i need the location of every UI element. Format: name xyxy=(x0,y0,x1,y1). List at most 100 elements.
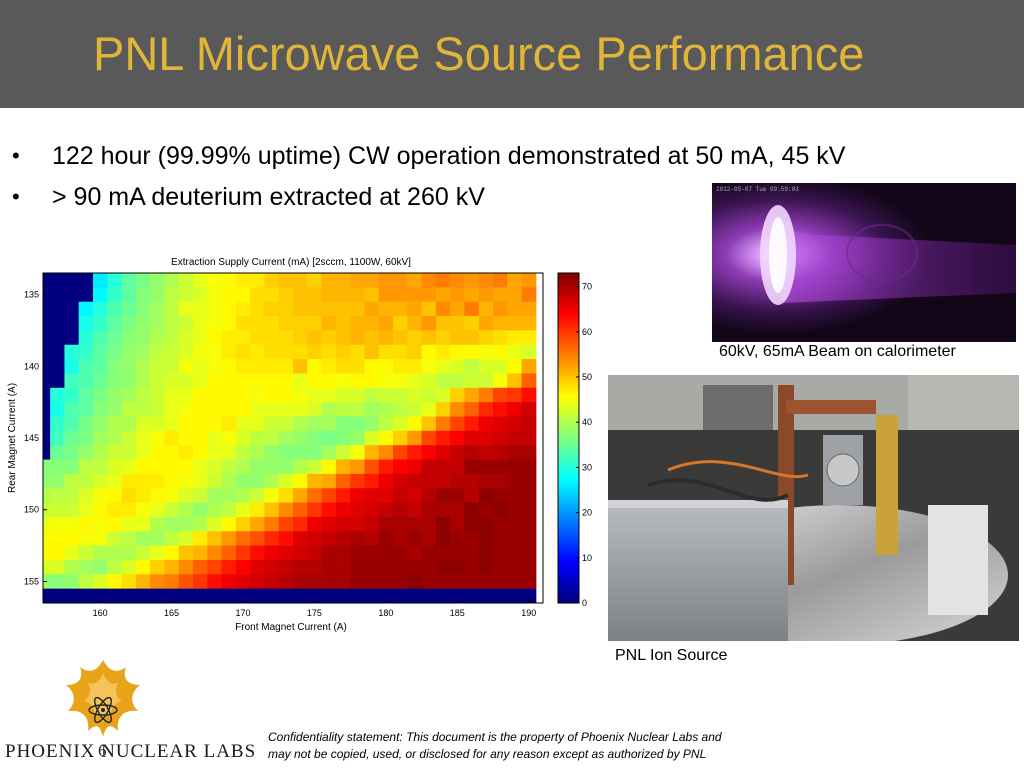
heatmap-cell xyxy=(464,287,480,303)
heatmap-cell xyxy=(507,459,523,475)
heatmap-cell xyxy=(393,588,408,604)
heatmap-cell xyxy=(507,574,523,590)
heatmap-cell xyxy=(278,459,294,475)
heatmap-cell xyxy=(193,373,208,389)
heatmap-cell xyxy=(50,287,65,303)
heatmap-cell xyxy=(493,387,508,403)
heatmap-cell xyxy=(50,387,65,403)
heatmap-cell xyxy=(450,330,465,346)
heatmap-cell xyxy=(178,373,194,389)
heatmap-cell xyxy=(421,488,437,504)
heatmap-cell xyxy=(78,516,94,532)
heatmap-cell xyxy=(335,574,351,590)
heatmap-cell xyxy=(221,430,237,446)
heatmap-cell xyxy=(164,359,180,374)
title-bar: PNL Microwave Source Performance xyxy=(0,0,1024,108)
heatmap-cell xyxy=(321,430,337,446)
heatmap-cell xyxy=(250,373,265,389)
heatmap-cell xyxy=(478,459,494,475)
heatmap-cell xyxy=(250,316,265,331)
heatmap-cell xyxy=(378,330,394,346)
heatmap-cell xyxy=(421,531,437,547)
heatmap-cell xyxy=(64,330,80,346)
heatmap-cell xyxy=(450,588,465,604)
heatmap-cell xyxy=(193,516,208,532)
heatmap-cell xyxy=(221,502,237,518)
heatmap-cell xyxy=(335,445,351,461)
heatmap-cell xyxy=(393,559,408,575)
heatmap-cell xyxy=(107,416,123,432)
heatmap-cell xyxy=(164,330,180,346)
heatmap-cell xyxy=(193,287,208,303)
heatmap-cell xyxy=(407,344,423,360)
heatmap-cell xyxy=(221,359,237,374)
heatmap-cell xyxy=(93,273,108,288)
heatmap-cell xyxy=(321,273,337,288)
heatmap-cell xyxy=(507,588,523,604)
heatmap-cell xyxy=(350,344,365,360)
heatmap-cell xyxy=(135,488,151,504)
heatmap-cell xyxy=(164,416,180,432)
heatmap-cell xyxy=(293,459,308,475)
heatmap-cell xyxy=(435,273,451,288)
heatmap-cell xyxy=(107,574,123,590)
heatmap-cell xyxy=(450,344,465,360)
heatmap-cell xyxy=(421,545,437,561)
heatmap-cell xyxy=(64,473,80,489)
heatmap-cell xyxy=(435,359,451,374)
heatmap-cell xyxy=(193,301,208,317)
heatmap-cell xyxy=(450,473,465,489)
heatmap-cell xyxy=(121,301,137,317)
heatmap-cell xyxy=(407,445,423,461)
heatmap-cell xyxy=(121,545,137,561)
heatmap-cell xyxy=(221,301,237,317)
heatmap-cell xyxy=(335,373,351,389)
heatmap-cell xyxy=(93,416,108,432)
heatmap-cell xyxy=(107,387,123,403)
heatmap-cell xyxy=(43,516,51,532)
heatmap-cell xyxy=(150,287,165,303)
heatmap-cell xyxy=(378,473,394,489)
colorbar-tick-label: 30 xyxy=(582,462,592,472)
heatmap-cell xyxy=(278,301,294,317)
heatmap-cell xyxy=(364,387,380,403)
colorbar-tick-label: 50 xyxy=(582,372,592,382)
heatmap-cell xyxy=(178,445,194,461)
heatmap-cell xyxy=(407,588,423,604)
heatmap-cell xyxy=(78,344,94,360)
heatmap-cell xyxy=(307,402,323,417)
heatmap-cell xyxy=(507,488,523,504)
heatmap-cell xyxy=(178,287,194,303)
heatmap-cell xyxy=(235,588,251,604)
heatmap-cell xyxy=(50,430,65,446)
heatmap-cell xyxy=(93,545,108,561)
heatmap-cell xyxy=(364,416,380,432)
heatmap-cell xyxy=(221,344,237,360)
heatmap-cell xyxy=(207,316,223,331)
heatmap-cell xyxy=(78,287,94,303)
heatmap-cell xyxy=(250,516,265,532)
heatmap-cell xyxy=(221,545,237,561)
heatmap-cell xyxy=(93,387,108,403)
heatmap-cell xyxy=(207,359,223,374)
heatmap-cell xyxy=(64,588,80,604)
heatmap-cell xyxy=(350,373,365,389)
heatmap-cell xyxy=(435,459,451,475)
heatmap-cell xyxy=(393,330,408,346)
beam-photo: 2012-05-07 Tue 09:59:03 xyxy=(712,183,1016,342)
heatmap-cell xyxy=(464,445,480,461)
heatmap-cell xyxy=(164,473,180,489)
heatmap-cell xyxy=(478,387,494,403)
heatmap-cell xyxy=(78,387,94,403)
heatmap-cell xyxy=(507,402,523,417)
heatmap-cell xyxy=(93,330,108,346)
heatmap-cell xyxy=(121,559,137,575)
heatmap-cell xyxy=(164,588,180,604)
heatmap-cell xyxy=(150,344,165,360)
heatmap-cell xyxy=(93,502,108,518)
heatmap-cell xyxy=(178,531,194,547)
heatmap-cell xyxy=(107,559,123,575)
heatmap-cell xyxy=(407,273,423,288)
heatmap-cell xyxy=(464,402,480,417)
heatmap-cell xyxy=(293,559,308,575)
